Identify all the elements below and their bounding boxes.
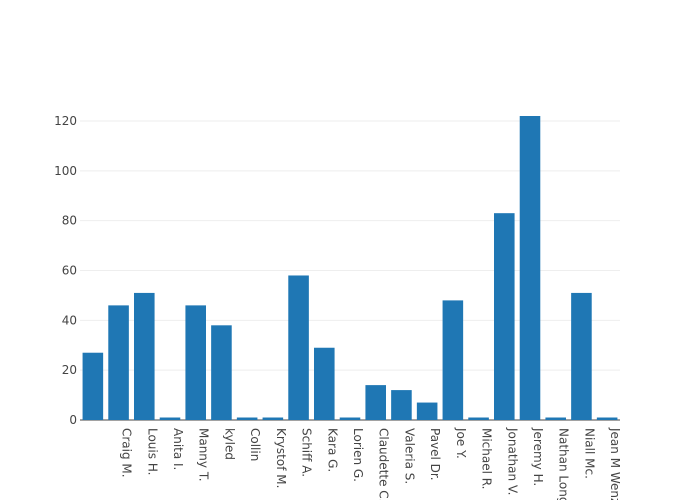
x-tick-label: Jeremy H. [531, 427, 545, 486]
bar[interactable] [159, 417, 181, 420]
bar[interactable] [339, 417, 361, 420]
bar[interactable] [108, 305, 129, 420]
x-tick-label: Collin [248, 428, 262, 461]
x-tick-label: Louis H. [145, 428, 159, 475]
x-tick-label: Valeria S. [402, 428, 416, 484]
bar[interactable] [314, 347, 335, 420]
x-tick-label: kyled [222, 428, 236, 460]
y-tick-label: 120 [54, 114, 77, 128]
x-tick-label: Kara G. [325, 428, 339, 472]
y-tick-label: 100 [54, 164, 77, 178]
x-tick-label: Nathan Long [557, 428, 571, 500]
bar[interactable] [236, 417, 258, 420]
x-tick-label: Krystof M. [274, 428, 288, 488]
y-tick-label: 60 [62, 263, 77, 277]
bar[interactable] [288, 275, 309, 420]
bar[interactable] [185, 305, 206, 420]
bar[interactable] [365, 385, 386, 420]
x-tick-label: Claudette C. [377, 428, 391, 500]
bar[interactable] [211, 325, 232, 420]
bar[interactable] [545, 417, 566, 420]
x-axis: Craig M. Louis H. Anita I. Manny T. kyled Col… [120, 427, 623, 504]
bar[interactable] [134, 292, 155, 420]
bar[interactable] [596, 417, 618, 420]
bar[interactable] [494, 213, 515, 420]
bar[interactable] [519, 116, 541, 420]
x-tick-label: Craig M. [120, 428, 134, 478]
bar[interactable] [82, 352, 104, 420]
bar[interactable] [391, 390, 412, 420]
y-tick-label: 20 [62, 363, 77, 377]
bar[interactable] [262, 417, 284, 420]
x-tick-label: Niall Mc. [582, 428, 596, 479]
y-tick-label: 40 [62, 313, 77, 327]
y-tick-label: 0 [69, 413, 77, 427]
x-tick-label: Anita I. [171, 428, 185, 470]
bar[interactable] [442, 300, 464, 420]
x-tick-label: Manny T. [197, 428, 211, 482]
y-axis: 0 20 40 60 80 100 120 [54, 114, 77, 427]
x-tick-label: Schiff A. [300, 428, 314, 477]
bar[interactable] [468, 417, 489, 420]
y-tick-label: 80 [62, 214, 77, 228]
x-tick-label: Jonathan V. [505, 427, 519, 495]
x-tick-label: Lorien G. [351, 428, 365, 482]
x-tick-label: Joe Y. [454, 427, 468, 459]
x-tick-label: Jean M Wenz [608, 427, 622, 500]
x-tick-label: Pavel Dr. [428, 428, 442, 481]
bar[interactable] [416, 402, 438, 420]
x-tick-label: Michael R. [480, 428, 494, 489]
bar[interactable] [571, 292, 592, 420]
bar-layer [82, 116, 618, 420]
